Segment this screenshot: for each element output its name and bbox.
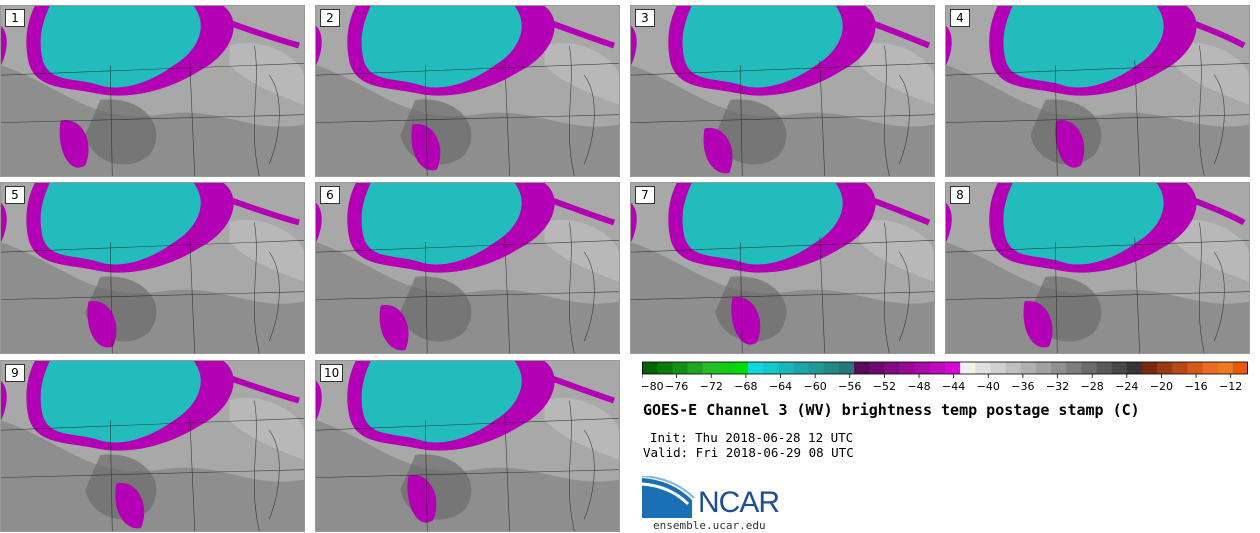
panel-label: 9 [5, 364, 25, 382]
colorbar-segment [960, 362, 976, 374]
colorbar-segment [945, 362, 961, 374]
member-panel: 8 [945, 182, 1250, 354]
site-url: ensemble.ucar.edu [653, 519, 766, 532]
ncar-logo [642, 476, 695, 518]
member-panel: 1 [0, 5, 305, 177]
colorbar-segment [1051, 362, 1067, 374]
member-panel: 10 [315, 360, 620, 532]
member-panel: 2 [315, 5, 620, 177]
colorbar-segment [1187, 362, 1204, 374]
panel-label: 6 [320, 186, 340, 204]
member-panel: 5 [0, 182, 305, 354]
colorbar-tick-label: −72 [700, 380, 723, 393]
colorbar-segment [1111, 362, 1128, 374]
colorbar-tick-label: −16 [1184, 380, 1207, 393]
colorbar-segment [838, 362, 855, 374]
panel-label: 8 [950, 186, 970, 204]
colorbar-segment [1202, 362, 1219, 374]
colorbar-segment [869, 362, 885, 374]
member-panel: 4 [945, 5, 1250, 177]
colorbar-tick-label: −32 [1046, 380, 1069, 393]
colorbar-segment [975, 362, 991, 374]
colorbar-segment [717, 362, 734, 374]
panel-label: 5 [5, 186, 25, 204]
colorbar-segment [748, 362, 764, 374]
panel-label: 3 [635, 9, 655, 27]
colorbar-segment [778, 362, 794, 374]
colorbar-segment [642, 362, 658, 374]
colorbar: −80 −76 −72 −68 −64 −60 −56 −52 −48 −44 −40 −36 −32−… [642, 361, 1248, 393]
colorbar-tick-label: −80 [642, 380, 664, 393]
colorbar-segment [687, 362, 704, 374]
colorbar-tick-label: −24 [1115, 380, 1138, 393]
colorbar-segment [763, 362, 779, 374]
init-time: Init: Thu 2018-06-28 12 UTC [650, 430, 854, 445]
panel-label: 4 [950, 9, 970, 27]
member-panel: 3 [630, 5, 935, 177]
colorbar-segment [823, 362, 840, 374]
colorbar-segment [672, 362, 688, 374]
colorbar-segment [1126, 362, 1143, 374]
colorbar-segment [1035, 362, 1052, 374]
colorbar-tick-label: −64 [769, 380, 792, 393]
member-panel: 6 [315, 182, 620, 354]
colorbar-segment [1005, 362, 1022, 374]
colorbar-tick-label: −44 [942, 380, 965, 393]
colorbar-segment [702, 362, 719, 374]
colorbar-tick-label: −36 [1011, 380, 1034, 393]
colorbar-segment [990, 362, 1007, 374]
colorbar-segment [793, 362, 810, 374]
colorbar-segment [808, 362, 825, 374]
colorbar-tick-label: −40 [977, 380, 1000, 393]
colorbar-segment [1232, 362, 1248, 374]
colorbar-segment [1066, 362, 1082, 374]
colorbar-segment [1172, 362, 1188, 374]
colorbar-segment [1157, 362, 1173, 374]
colorbar-tick-label: −20 [1150, 380, 1173, 393]
logo-text: NCAR [698, 486, 780, 519]
colorbar-segment [1141, 362, 1158, 374]
valid-time: Valid: Fri 2018-06-29 08 UTC [643, 445, 854, 460]
colorbar-tick-label: −52 [873, 380, 896, 393]
colorbar-tick-label: −56 [838, 380, 861, 393]
colorbar-frame [642, 361, 1248, 375]
colorbar-segment [914, 362, 931, 374]
colorbar-segment [899, 362, 916, 374]
colorbar-segment [1020, 362, 1037, 374]
member-panel: 7 [630, 182, 935, 354]
colorbar-tick-label: −28 [1081, 380, 1104, 393]
colorbar-segment [657, 362, 673, 374]
colorbar-segment [854, 362, 870, 374]
colorbar-segment [884, 362, 901, 374]
colorbar-tick-label: −68 [734, 380, 757, 393]
colorbar-segment [1217, 362, 1234, 374]
panel-label: 1 [5, 9, 25, 27]
panel-label: 2 [320, 9, 340, 27]
colorbar-tick-label: −60 [804, 380, 827, 393]
colorbar-segment [732, 362, 749, 374]
member-panel: 9 [0, 360, 305, 532]
colorbar-segment [1096, 362, 1113, 374]
panel-label: 7 [635, 186, 655, 204]
colorbar-tick-label: −76 [665, 380, 688, 393]
colorbar-segment [929, 362, 946, 374]
colorbar-tick-label: −48 [907, 380, 930, 393]
colorbar-segment [1081, 362, 1097, 374]
colorbar-tick-label: −12 [1219, 380, 1242, 393]
plot-title: GOES-E Channel 3 (WV) brightness temp po… [643, 401, 1140, 419]
panel-label: 10 [320, 364, 344, 382]
